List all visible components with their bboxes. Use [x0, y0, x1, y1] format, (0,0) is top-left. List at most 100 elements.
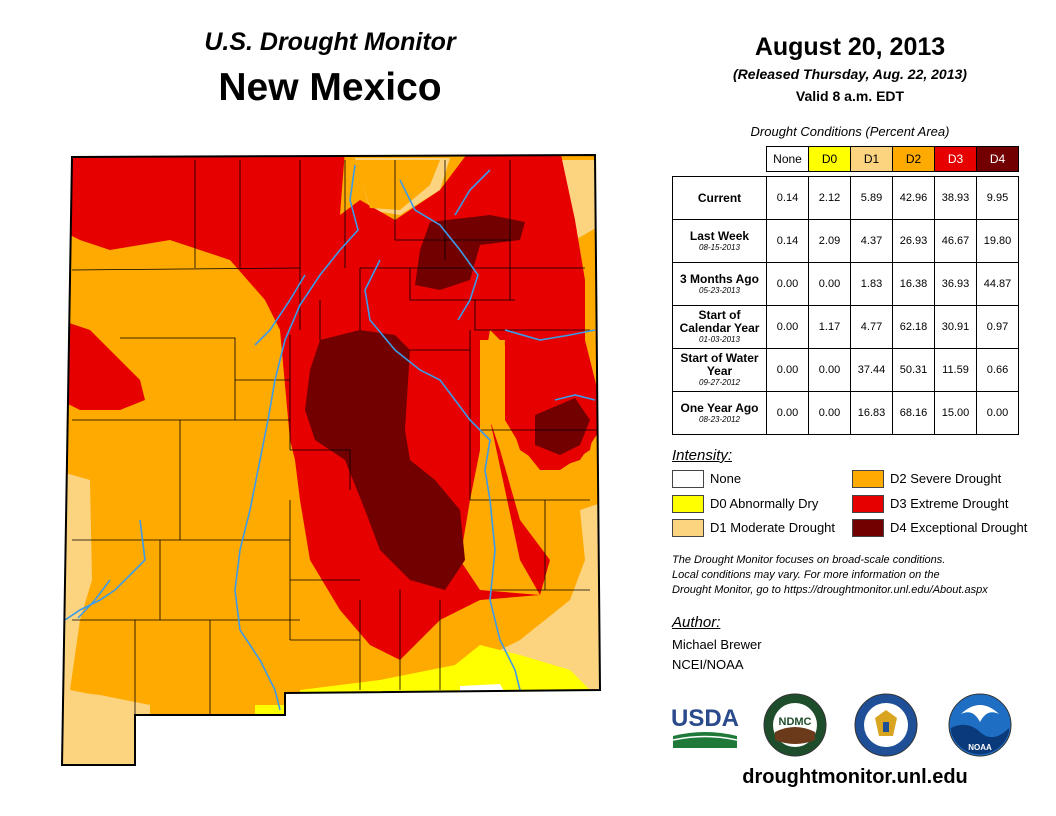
table-cell: 0.66 — [976, 348, 1019, 392]
table-cell: 1.17 — [808, 305, 851, 349]
conditions-title: Drought Conditions (Percent Area) — [750, 124, 950, 139]
row-label: One Year Ago 08-23-2012 — [672, 391, 767, 435]
author-heading: Author: — [672, 614, 721, 631]
row-date: 09-27-2012 — [699, 378, 740, 387]
author-org: NCEI/NOAA — [672, 657, 744, 672]
ndmc-logo-text: NDMC — [779, 716, 812, 728]
table-cell: 0.00 — [766, 348, 809, 392]
zone-d2-east-island — [480, 340, 505, 430]
valid-time: Valid 8 a.m. EDT — [795, 88, 905, 104]
table-cell: 0.00 — [976, 391, 1019, 435]
table-row: 3 Months Ago 05-23-2013 0.00 0.00 1.83 16… — [672, 262, 1019, 306]
row-label: 3 Months Ago 05-23-2013 — [672, 262, 767, 306]
table-cell: 50.31 — [892, 348, 935, 392]
rivers — [64, 164, 596, 711]
zone-d1-southeast — [420, 500, 600, 700]
table-cell: 5.89 — [850, 176, 893, 220]
col-none: None — [766, 146, 809, 172]
table-cell: 38.93 — [934, 176, 977, 220]
zone-d1-bootheel — [62, 690, 150, 765]
row-date: 01-03-2013 — [699, 335, 740, 344]
zone-d4-north — [415, 215, 525, 290]
table-row: Start of Water Year 09-27-2012 0.00 0.00 … — [672, 348, 1019, 392]
col-d0: D0 — [808, 146, 851, 172]
legend-label: D1 Moderate Drought — [710, 520, 836, 535]
col-d2: D2 — [892, 146, 935, 172]
row-label: Current — [672, 176, 767, 220]
table-cell: 37.44 — [850, 348, 893, 392]
table-cell: 26.93 — [892, 219, 935, 263]
table-row: One Year Ago 08-23-2012 0.00 0.00 16.83 6… — [672, 391, 1019, 435]
legend-swatch — [852, 470, 884, 488]
col-d3: D3 — [934, 146, 977, 172]
legend-swatch — [672, 519, 704, 537]
table-row: Start of Calendar Year 01-03-2013 0.00 1.… — [672, 305, 1019, 349]
table-cell: 16.83 — [850, 391, 893, 435]
row-label: Last Week 08-15-2013 — [672, 219, 767, 263]
table-cell: 0.00 — [766, 391, 809, 435]
county-lines — [71, 160, 600, 715]
legend-swatch — [852, 495, 884, 513]
release-date: (Released Thursday, Aug. 22, 2013) — [733, 66, 967, 82]
col-d4: D4 — [976, 146, 1019, 172]
legend-swatch — [672, 495, 704, 513]
legend-label: D3 Extreme Drought — [890, 496, 1009, 511]
table-cell: 1.83 — [850, 262, 893, 306]
table-cell: 62.18 — [892, 305, 935, 349]
row-label: Start of Water Year 09-27-2012 — [672, 348, 767, 392]
author-name: Michael Brewer — [672, 637, 762, 652]
zone-d2-north-island — [355, 160, 440, 210]
table-cell: 4.77 — [850, 305, 893, 349]
noaa-logo-text: NOAA — [968, 743, 992, 752]
table-cell: 0.00 — [766, 305, 809, 349]
ndmc-logo: NDMC — [763, 693, 827, 757]
drought-zones — [62, 155, 600, 765]
table-cell: 19.80 — [976, 219, 1019, 263]
table-cell: 0.14 — [766, 176, 809, 220]
state-title: New Mexico — [218, 66, 442, 109]
map-subtitle: U.S. Drought Monitor — [204, 28, 456, 56]
state-outline — [60, 153, 602, 766]
col-d1: D1 — [850, 146, 893, 172]
legend-swatch — [672, 470, 704, 488]
table-cell: 0.14 — [766, 219, 809, 263]
zone-d0-southwest — [255, 705, 290, 715]
table-cell: 9.95 — [976, 176, 1019, 220]
table-cell: 68.16 — [892, 391, 935, 435]
row-date: 08-23-2012 — [699, 414, 740, 424]
conditions-table: None D0 D1 D2 D3 D4 Current 0.14 2.12 5.… — [672, 146, 1019, 435]
table-cell: 30.91 — [934, 305, 977, 349]
row-label: Start of Calendar Year 01-03-2013 — [672, 305, 767, 349]
table-cell: 11.59 — [934, 348, 977, 392]
row-date: 08-15-2013 — [699, 242, 740, 252]
table-cell: 0.00 — [808, 348, 851, 392]
commerce-seal — [854, 693, 918, 757]
table-cell: 0.97 — [976, 305, 1019, 349]
row-date: 05-23-2013 — [699, 285, 740, 295]
table-row: Last Week 08-15-2013 0.14 2.09 4.37 26.93… — [672, 219, 1019, 263]
usda-logo-text: USDA — [671, 705, 739, 732]
usda-logo: USDA — [671, 705, 739, 748]
table-row: Current 0.14 2.12 5.89 42.96 38.93 9.95 — [672, 176, 1019, 220]
legend-swatch — [852, 519, 884, 537]
disclaimer-note: The Drought Monitor focuses on broad-sca… — [672, 554, 988, 596]
legend-title: Intensity: — [672, 447, 733, 464]
table-cell: 0.00 — [766, 262, 809, 306]
table-cell: 15.00 — [934, 391, 977, 435]
zone-d4-central — [305, 330, 465, 590]
table-cell: 2.12 — [808, 176, 851, 220]
table-cell: 0.00 — [808, 391, 851, 435]
map-date: August 20, 2013 — [754, 33, 946, 61]
table-header-row: None D0 D1 D2 D3 D4 — [673, 146, 1019, 172]
website-link[interactable]: droughtmonitor.unl.edu — [742, 766, 968, 788]
legend-label: D2 Severe Drought — [890, 471, 1002, 486]
legend-label: D4 Exceptional Drought — [890, 520, 1028, 535]
table-cell: 44.87 — [976, 262, 1019, 306]
table-cell: 16.38 — [892, 262, 935, 306]
zone-d4-east — [535, 398, 590, 455]
legend-label: None — [710, 471, 742, 486]
table-cell: 2.09 — [808, 219, 851, 263]
table-cell: 42.96 — [892, 176, 935, 220]
table-cell: 46.67 — [934, 219, 977, 263]
table-cell: 0.00 — [808, 262, 851, 306]
